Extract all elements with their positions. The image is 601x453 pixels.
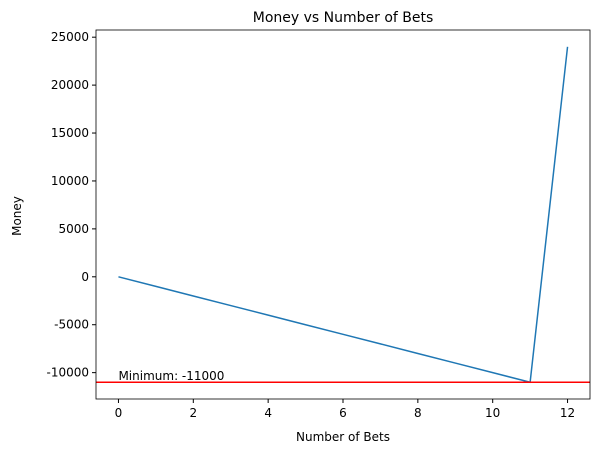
y-axis-label: Money — [10, 196, 24, 236]
y-tick-label: 5000 — [58, 222, 89, 236]
y-tick-label: 15000 — [51, 126, 89, 140]
y-tick-label: 10000 — [51, 174, 89, 188]
x-tick-label: 10 — [485, 406, 500, 420]
y-tick-label: -5000 — [54, 318, 89, 332]
x-tick-label: 12 — [560, 406, 575, 420]
x-tick-label: 6 — [339, 406, 347, 420]
x-tick-label: 0 — [115, 406, 123, 420]
y-tick-label: -10000 — [46, 366, 89, 380]
x-axis-label: Number of Bets — [296, 430, 390, 444]
y-tick-label: 0 — [81, 270, 89, 284]
chart-title: Money vs Number of Bets — [253, 10, 434, 26]
x-tick-label: 4 — [264, 406, 272, 420]
x-tick-label: 8 — [414, 406, 422, 420]
plot-frame — [95, 29, 591, 400]
data-line — [118, 46, 569, 384]
y-tick-label: 20000 — [51, 78, 89, 92]
x-tick-label: 2 — [189, 406, 197, 420]
annotation: Minimum: -11000 — [118, 369, 224, 383]
y-tick-label: 25000 — [51, 30, 89, 44]
